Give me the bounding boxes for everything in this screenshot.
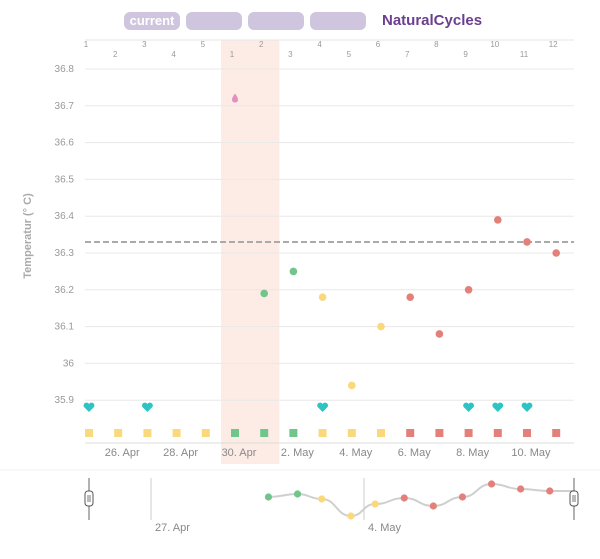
day-number: 3 [142, 40, 147, 49]
day-number: 2 [259, 40, 264, 49]
temperature-point [523, 238, 531, 246]
day-status-square [318, 429, 327, 437]
day-status-square [172, 429, 181, 437]
day-number: 5 [347, 50, 352, 59]
temperature-point [289, 267, 298, 276]
overview-point [487, 480, 496, 488]
tab-current[interactable]: current [124, 12, 180, 30]
day-number: 4 [317, 40, 322, 49]
temperature-point [552, 249, 560, 257]
y-tick-label: 36.3 [55, 248, 75, 259]
overview-date-label: 27. Apr [155, 522, 190, 534]
day-status-square [377, 429, 385, 437]
overview-point [429, 502, 437, 510]
overview-point [517, 485, 525, 493]
day-status-square [114, 429, 123, 437]
y-tick-label: 36.7 [55, 101, 75, 112]
range-slider-right-handle[interactable] [569, 478, 579, 520]
temperature-point [435, 330, 444, 338]
day-status-square [231, 429, 239, 437]
day-status-square [435, 429, 444, 437]
day-status-square [406, 429, 415, 437]
day-number: 10 [490, 40, 499, 49]
temperature-point [464, 286, 473, 294]
temperature-point [377, 322, 385, 331]
y-tick-label: 36.4 [55, 211, 75, 222]
day-number: 1 [230, 50, 235, 59]
day-number: 11 [520, 50, 529, 59]
range-slider-left-handle[interactable] [84, 478, 94, 520]
day-status-square [85, 429, 93, 437]
overview-point [318, 495, 326, 503]
day-status-square [464, 429, 473, 437]
day-status-square [260, 429, 269, 437]
day-number: 5 [201, 40, 206, 49]
x-date-label: 4. May [339, 447, 373, 459]
temperature-point [318, 293, 327, 301]
brand-title: NaturalCycles [382, 12, 483, 29]
x-date-label: 28. Apr [163, 447, 198, 459]
day-number: 3 [288, 50, 293, 59]
overview-point [546, 487, 554, 495]
overview-point [371, 500, 379, 508]
y-tick-label: 36.8 [55, 64, 75, 75]
heart-icon [521, 402, 533, 412]
overview-curve [268, 482, 574, 518]
fertile-window-band [221, 40, 280, 464]
handle-grip [569, 490, 579, 507]
x-date-label: 10. May [511, 447, 551, 459]
day-status-square [523, 429, 531, 437]
heart-icon [492, 402, 504, 412]
overview-point [293, 490, 302, 498]
day-status-square [493, 429, 502, 437]
x-date-label: 8. May [456, 447, 490, 459]
day-number: 7 [405, 50, 410, 59]
heart-icon [317, 402, 329, 412]
y-tick-label: 35.9 [55, 395, 75, 406]
day-status-square [143, 429, 152, 437]
overview-point [264, 493, 273, 501]
day-number: 2 [113, 50, 118, 59]
tab-4[interactable] [310, 12, 366, 30]
x-date-label: 6. May [398, 447, 432, 459]
day-status-square [201, 429, 210, 437]
overview-date-label: 4. May [368, 522, 402, 534]
overview-point [347, 512, 355, 520]
temperature-point [406, 293, 415, 301]
y-tick-label: 36.2 [55, 285, 75, 296]
y-tick-label: 36 [63, 358, 75, 369]
day-number: 9 [463, 50, 468, 59]
day-status-square [289, 429, 298, 437]
day-number: 12 [549, 40, 558, 49]
x-date-label: 2. May [281, 447, 315, 459]
x-date-label: 30. Apr [222, 447, 257, 459]
temperature-point [260, 289, 269, 298]
day-number: 6 [376, 40, 381, 49]
day-number: 4 [171, 50, 176, 59]
y-tick-label: 36.6 [55, 138, 75, 149]
day-status-square [552, 429, 561, 437]
x-date-label: 26. Apr [105, 447, 140, 459]
y-tick-label: 36.5 [55, 174, 75, 185]
day-number: 1 [84, 40, 89, 49]
heart-icon [463, 402, 475, 412]
tab-2[interactable] [186, 12, 242, 30]
overview-point [400, 494, 408, 502]
handle-grip [84, 490, 94, 507]
temperature-point [494, 216, 502, 224]
heart-icon [141, 402, 153, 412]
heart-icon [83, 402, 95, 412]
overview-point [458, 493, 467, 501]
temperature-point-drop [232, 93, 238, 103]
y-tick-label: 36.1 [55, 322, 75, 333]
day-number: 8 [434, 40, 439, 49]
temperature-point [348, 381, 356, 390]
day-status-square [347, 429, 356, 437]
tab-3[interactable] [248, 12, 304, 30]
y-axis-title: Temperatur (° C) [22, 193, 34, 279]
